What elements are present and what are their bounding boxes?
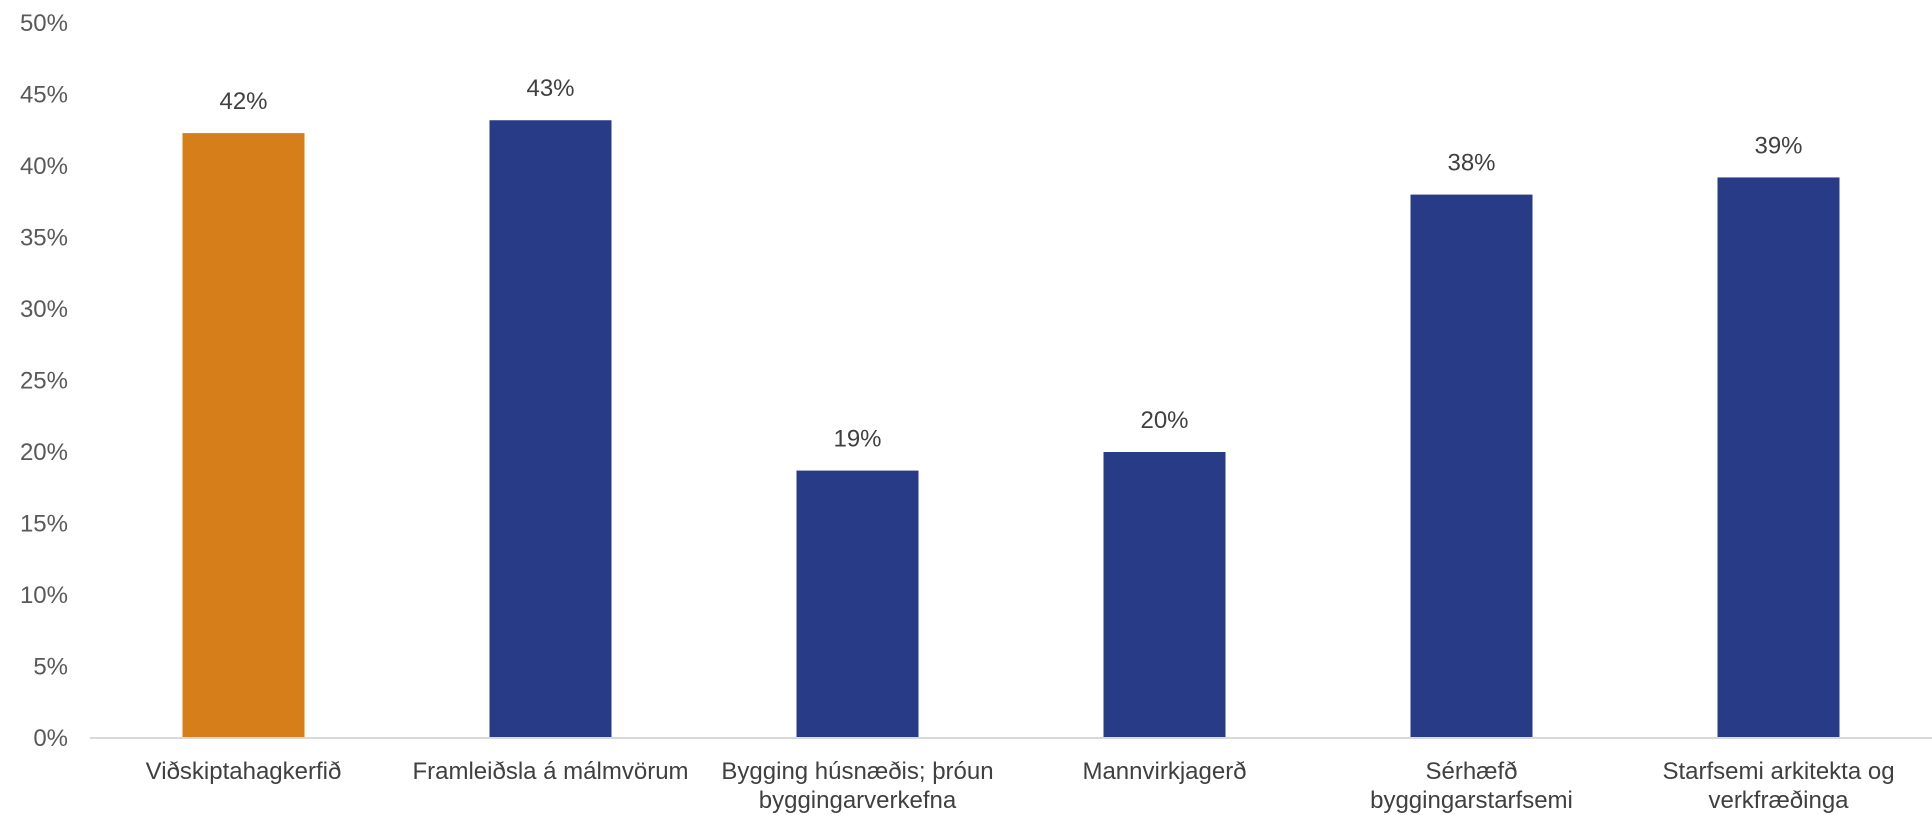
y-tick-label: 15% <box>20 511 68 538</box>
x-category-label-line: Starfsemi arkitekta og <box>1662 758 1894 785</box>
y-tick-label: 30% <box>20 296 68 323</box>
data-label: 19% <box>833 426 881 453</box>
x-category-label: Sérhæfð byggingarstarfsemi <box>1370 758 1573 814</box>
x-category-label: Viðskiptahagkerfið <box>146 758 342 785</box>
x-category-label-line: Viðskiptahagkerfið <box>146 758 342 785</box>
x-category-label: Mannvirkjagerð <box>1082 758 1246 785</box>
y-tick-label: 10% <box>20 582 68 609</box>
y-axis-tick-labels: 0% 5% 10% 15% 20% 25% 30% 35% 40% 45% 50% <box>20 10 68 752</box>
y-tick-label: 40% <box>20 153 68 180</box>
x-category-label-line: Sérhæfð <box>1425 758 1517 785</box>
bar <box>1717 177 1840 738</box>
bar <box>796 470 919 738</box>
y-tick-label: 35% <box>20 225 68 252</box>
x-category-label-line: Bygging húsnæðis; þróun <box>721 758 993 785</box>
x-category-label-line: byggingarstarfsemi <box>1370 787 1573 814</box>
bar <box>1410 194 1533 739</box>
y-tick-label: 45% <box>20 82 68 109</box>
data-label: 43% <box>526 75 574 102</box>
x-category-label-line: Framleiðsla á málmvörum <box>412 758 688 785</box>
data-label: 20% <box>1140 407 1188 434</box>
data-label: 42% <box>219 88 267 115</box>
y-tick-label: 0% <box>33 725 68 752</box>
y-tick-label: 25% <box>20 368 68 395</box>
y-tick-label: 5% <box>33 654 68 681</box>
x-category-label-line: verkfræðinga <box>1708 787 1849 814</box>
y-tick-label: 50% <box>20 10 68 37</box>
x-category-label: Starfsemi arkitekta og verkfræðinga <box>1662 758 1894 814</box>
data-labels: 42% 43% 19% 20% 38% 39% <box>219 75 1802 452</box>
data-label: 39% <box>1754 132 1802 159</box>
x-category-label-line: Mannvirkjagerð <box>1082 758 1246 785</box>
x-category-label-line: byggingarverkefna <box>759 787 957 814</box>
bar <box>489 120 612 739</box>
bars <box>182 120 1840 739</box>
x-axis-category-labels: Viðskiptahagkerfið Framleiðsla á málmvöru… <box>146 758 1895 814</box>
y-tick-label: 20% <box>20 439 68 466</box>
bar <box>1103 452 1226 738</box>
data-label: 38% <box>1447 150 1495 177</box>
x-category-label: Framleiðsla á málmvörum <box>412 758 688 785</box>
bar <box>182 133 305 739</box>
x-category-label: Bygging húsnæðis; þróun byggingarverkefna <box>721 758 993 814</box>
